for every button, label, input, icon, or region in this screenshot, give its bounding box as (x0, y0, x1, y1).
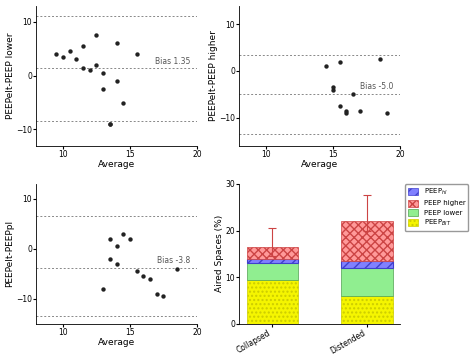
Point (79, 65, 87, 70)
X-axis label: Average: Average (98, 160, 135, 169)
Point (100, 286, 107, 292)
Point (100, 70, 107, 76)
Point (119, 231, 127, 237)
Point (349, 91, 357, 97)
Point (356, 108, 364, 113)
Point (66, 48, 73, 54)
Text: Bias -5.0: Bias -5.0 (360, 82, 393, 91)
Y-axis label: PEEPelt-PEEPpl: PEEPelt-PEEPpl (6, 220, 15, 287)
Y-axis label: Aired Spaces (%): Aired Spaces (%) (215, 215, 224, 292)
Bar (341, 268, 393, 296)
Point (153, 291, 161, 297)
Bar (246, 263, 299, 279)
Text: Bias 1.35: Bias 1.35 (155, 57, 190, 66)
Bar (341, 221, 393, 261)
Point (126, 236, 134, 242)
Point (106, 236, 114, 242)
Point (106, 256, 114, 262)
Point (79, 43, 87, 49)
Text: Bias -3.8: Bias -3.8 (157, 256, 190, 265)
Point (86, 68, 93, 73)
Bar (246, 247, 299, 258)
Point (119, 100, 127, 105)
Point (146, 276, 154, 282)
Point (322, 64, 330, 69)
Point (133, 269, 140, 274)
Point (329, 84, 337, 90)
Point (113, 243, 120, 249)
Y-axis label: PEEPelt-PEEP lower: PEEPelt-PEEP lower (6, 32, 15, 119)
Point (133, 51, 140, 57)
Y-axis label: PEEPelt-PEEP higher: PEEPelt-PEEP higher (209, 30, 218, 121)
Point (376, 56, 384, 62)
Point (113, 78, 120, 84)
Bar (341, 261, 393, 268)
Point (106, 121, 114, 127)
X-axis label: Average: Average (301, 160, 338, 169)
Point (113, 261, 120, 267)
Point (139, 274, 147, 279)
Point (336, 59, 344, 65)
Legend: PEEP$_{hl}$, PEEP higher, PEEP lower, PEEP$_{BIT}$: PEEP$_{hl}$, PEEP higher, PEEP lower, PE… (405, 184, 468, 231)
Bar (246, 258, 299, 263)
Point (73, 57, 80, 62)
Point (383, 110, 391, 116)
Bar (341, 296, 393, 324)
Point (113, 40, 120, 46)
Point (106, 121, 114, 127)
X-axis label: Average: Average (98, 339, 135, 348)
Point (336, 103, 344, 109)
Point (343, 110, 350, 116)
Point (59, 54, 67, 60)
Point (160, 293, 167, 299)
Bar (246, 279, 299, 324)
Point (92, 32, 100, 38)
Point (343, 108, 350, 113)
Point (92, 62, 100, 68)
Point (329, 87, 337, 92)
Point (173, 266, 181, 272)
Point (53, 51, 60, 57)
Point (100, 86, 107, 92)
